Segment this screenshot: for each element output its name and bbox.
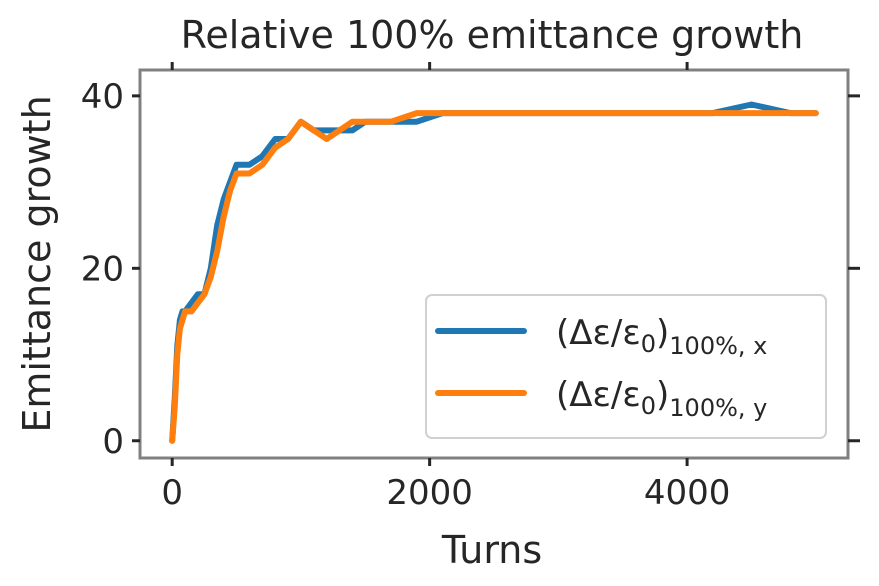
y-tick-label: 0: [102, 422, 124, 462]
chart-title: Relative 100% emittance growth: [181, 13, 804, 57]
x-axis-label: Turns: [441, 528, 542, 572]
legend-label-x: (Δε/ε0)100%, x: [556, 313, 767, 360]
y-axis: 0 20 40: [81, 77, 860, 462]
y-tick-label: 20: [81, 249, 124, 289]
legend: (Δε/ε0)100%, x (Δε/ε0)100%, y: [425, 294, 827, 439]
y-tick-label: 40: [81, 77, 124, 117]
series-line-1: [169, 110, 819, 444]
y-axis-label: Emittance growth: [15, 95, 59, 432]
legend-label-y: (Δε/ε0)100%, y: [556, 375, 767, 422]
x-tick-label: 4000: [644, 473, 731, 513]
plot-frame: [138, 68, 850, 460]
x-tick-label: 0: [161, 473, 183, 513]
series-lines: [169, 101, 819, 444]
x-tick-label: 2000: [386, 473, 473, 513]
x-axis: 0 2000 4000: [161, 62, 730, 513]
